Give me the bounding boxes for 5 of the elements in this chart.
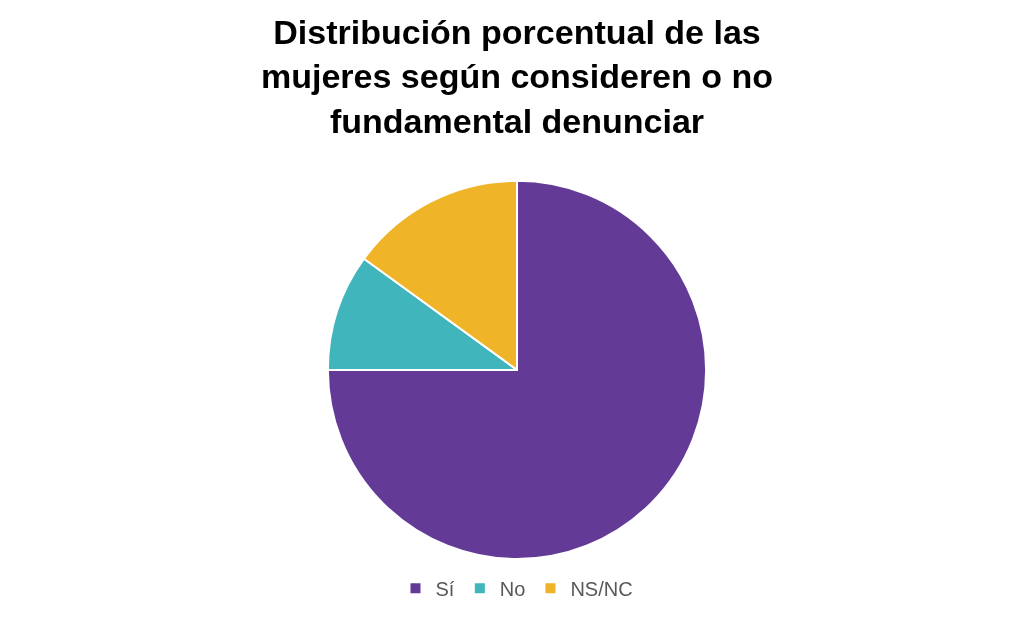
legend-label: No <box>499 578 526 601</box>
legend-label: NS/NC <box>570 578 633 601</box>
chart-title: Distribución porcentual de las mujeres según consideren o no fundamental denunciar <box>260 13 774 140</box>
pie-slice <box>326 179 707 560</box>
legend-label: Sí <box>435 578 455 601</box>
